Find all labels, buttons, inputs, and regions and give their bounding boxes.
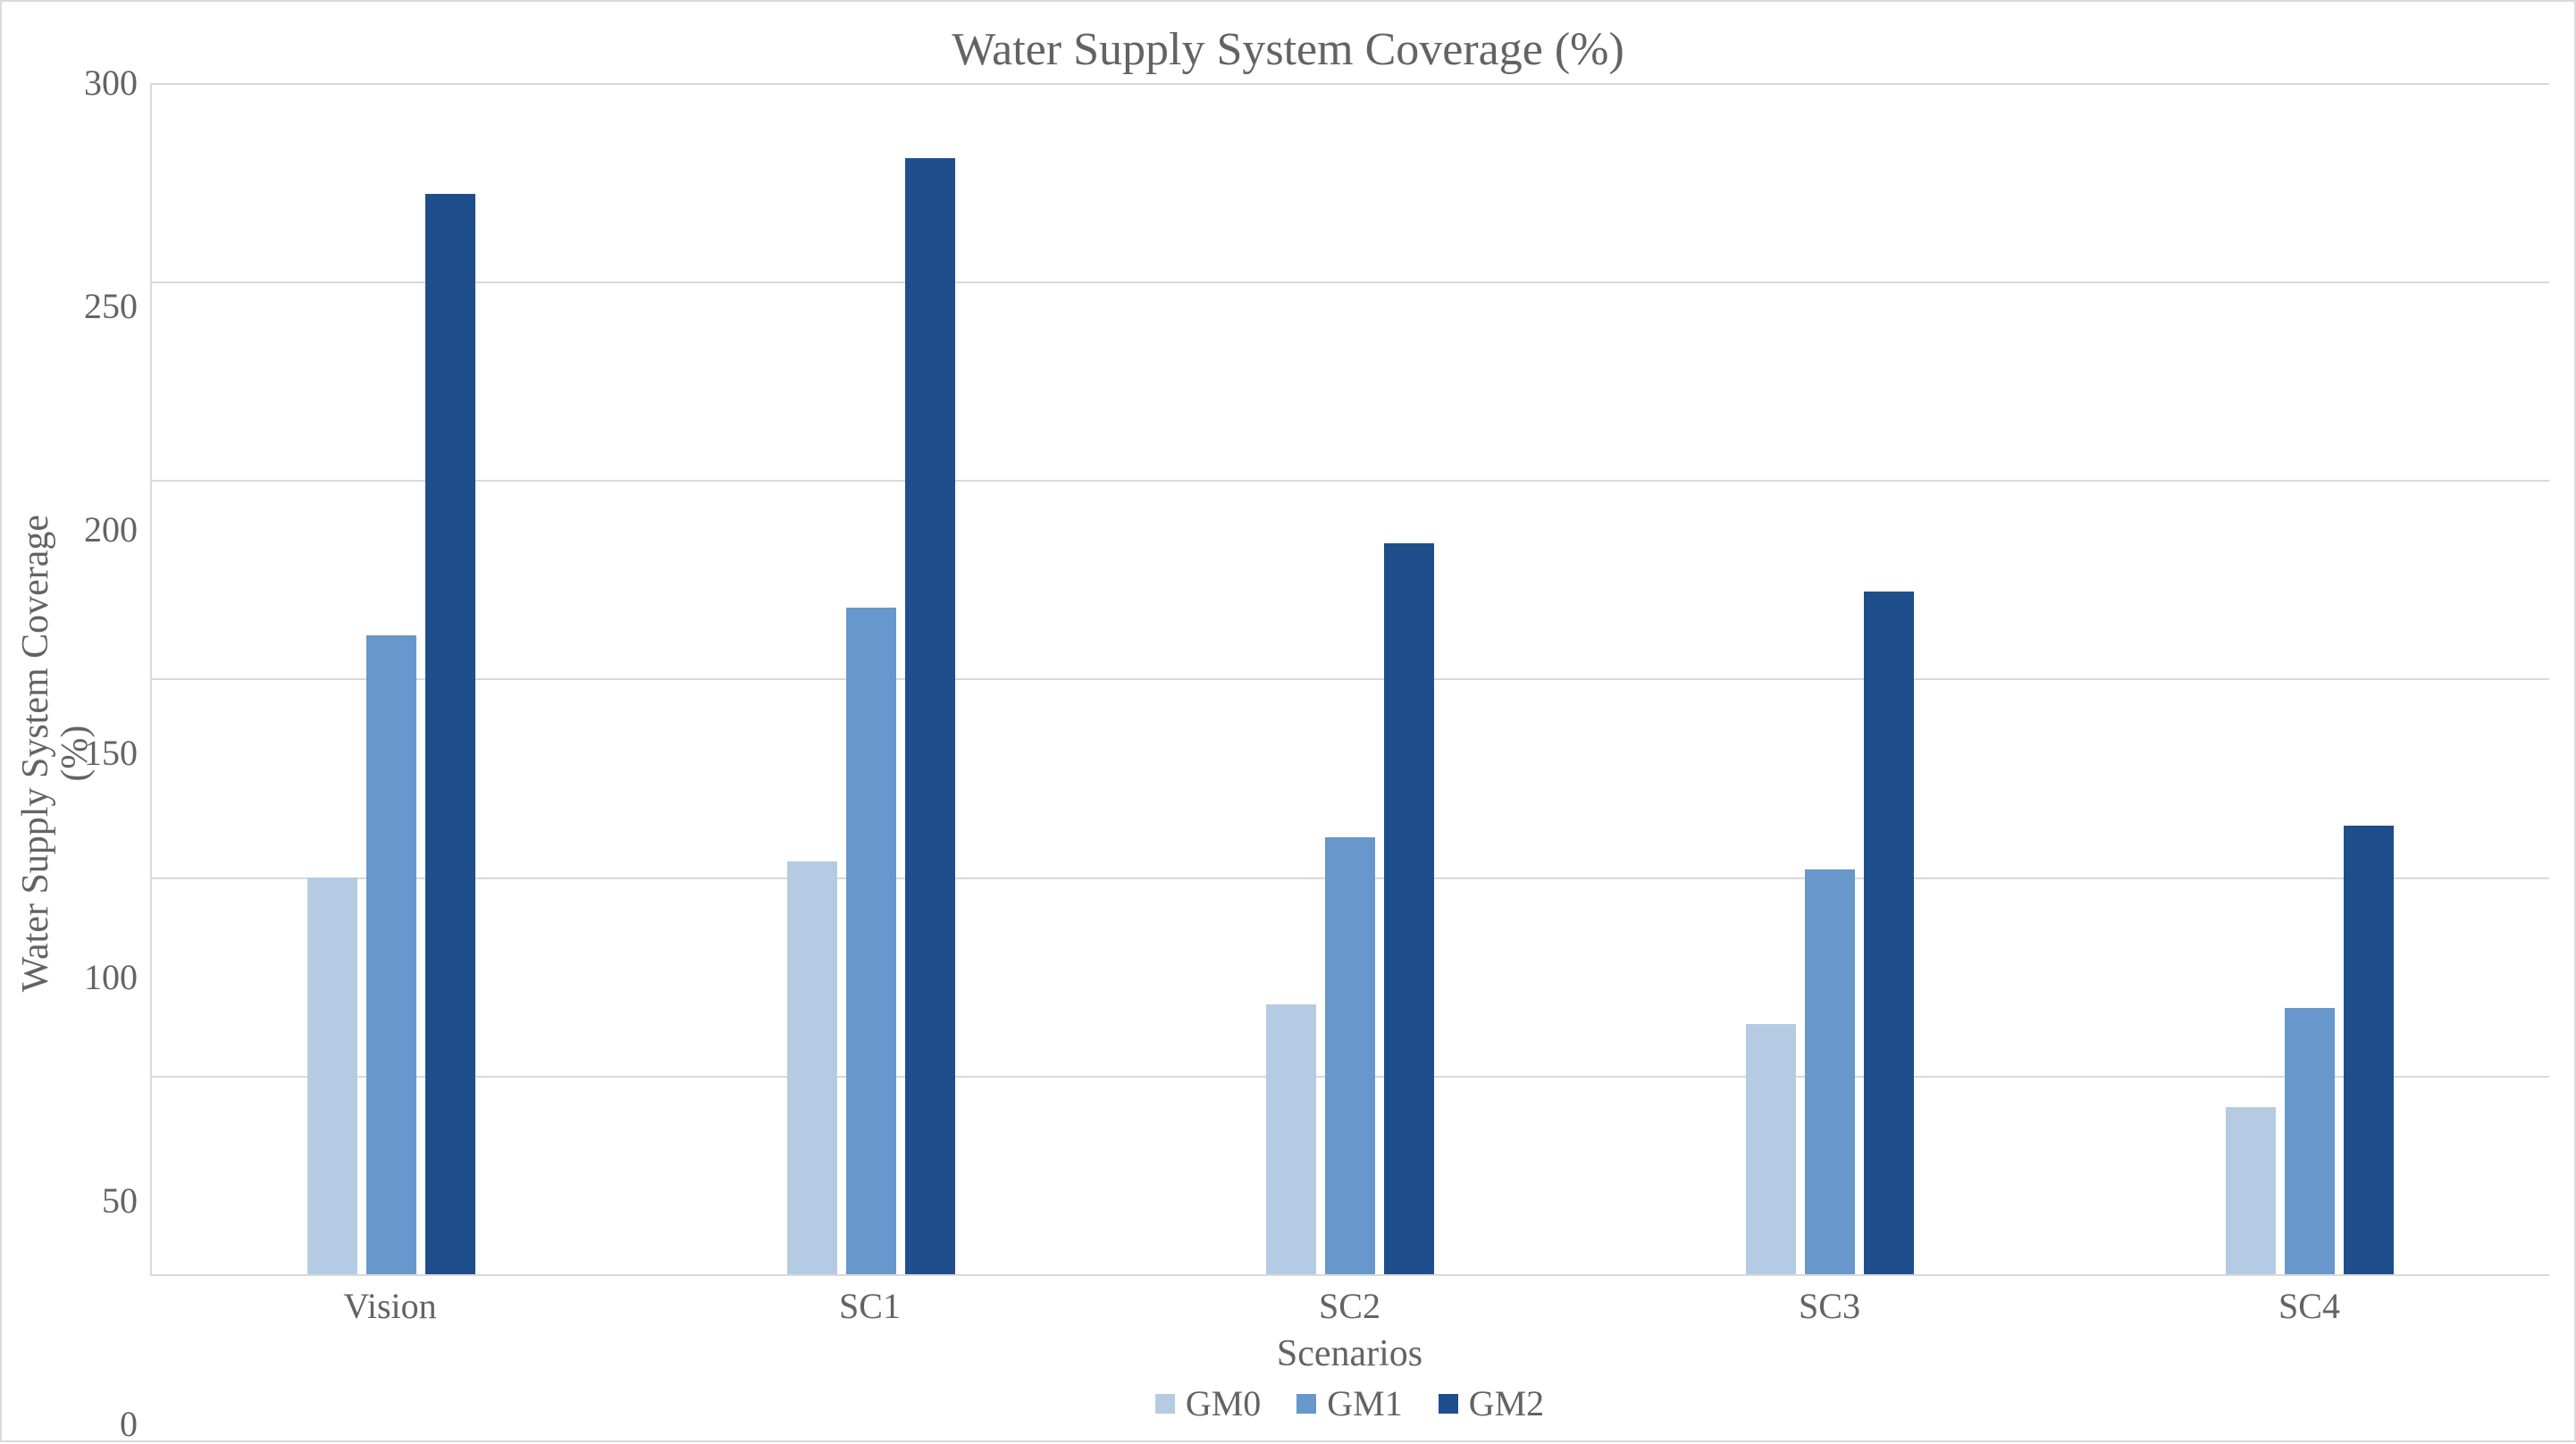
plot-area [150,83,2549,1276]
x-axis-tick-labels: VisionSC1SC2SC3SC4 [150,1285,2549,1327]
x-tick-label: Vision [150,1285,630,1327]
legend-item-GM2: GM2 [1439,1382,1544,1424]
legend-label: GM1 [1327,1382,1402,1424]
legend-swatch [1439,1394,1458,1414]
legend-item-GM1: GM1 [1296,1382,1402,1424]
x-tick-label: SC3 [1590,1285,2069,1327]
x-axis-label: Scenarios [150,1332,2549,1375]
bar-GM1 [1805,869,1855,1274]
plot-row: Water Supply System Coverage (%) 3002502… [27,83,2549,1424]
y-axis-label-wrap: Water Supply System Coverage (%) [27,83,84,1424]
bar-GM1 [366,635,416,1274]
bars-layer [152,83,2549,1274]
bar-group [152,83,632,1274]
legend-swatch [1296,1394,1316,1414]
bar-GM2 [1384,543,1434,1274]
bar-GM0 [1746,1024,1796,1274]
legend: GM0 GM1 GM2 [150,1382,2549,1424]
chart-container: Water Supply System Coverage (%) Water S… [0,0,2576,1442]
chart-title: Water Supply System Coverage (%) [27,23,2549,76]
x-tick-label: SC1 [630,1285,1110,1327]
legend-swatch [1155,1394,1175,1414]
legend-item-GM0: GM0 [1155,1382,1261,1424]
bar-GM1 [1325,837,1375,1274]
x-tick-label: SC2 [1110,1285,1590,1327]
bar-GM1 [2285,1008,2335,1274]
bar-GM2 [1864,592,1914,1274]
y-axis-label: Water Supply System Coverage (%) [16,515,95,992]
bar-GM0 [1266,1004,1316,1274]
bar-group [1590,83,2070,1274]
bar-group [2069,83,2549,1274]
bar-GM0 [787,861,837,1274]
bar-group [1111,83,1590,1274]
bar-GM2 [2344,826,2394,1274]
y-axis-ticks: 300250200150100500 [84,83,150,1424]
x-tick-label: SC4 [2069,1285,2549,1327]
bar-group [632,83,1112,1274]
bar-GM2 [425,194,475,1274]
bar-GM0 [2226,1107,2276,1274]
plot-area-wrap: VisionSC1SC2SC3SC4 Scenarios GM0 GM1 GM2 [150,83,2549,1424]
bar-GM0 [307,877,357,1274]
legend-label: GM0 [1186,1382,1261,1424]
bar-GM2 [905,158,955,1274]
y-axis-label-line1: Water Supply System Coverage [15,515,56,992]
bar-GM1 [846,608,896,1274]
legend-label: GM2 [1469,1382,1544,1424]
